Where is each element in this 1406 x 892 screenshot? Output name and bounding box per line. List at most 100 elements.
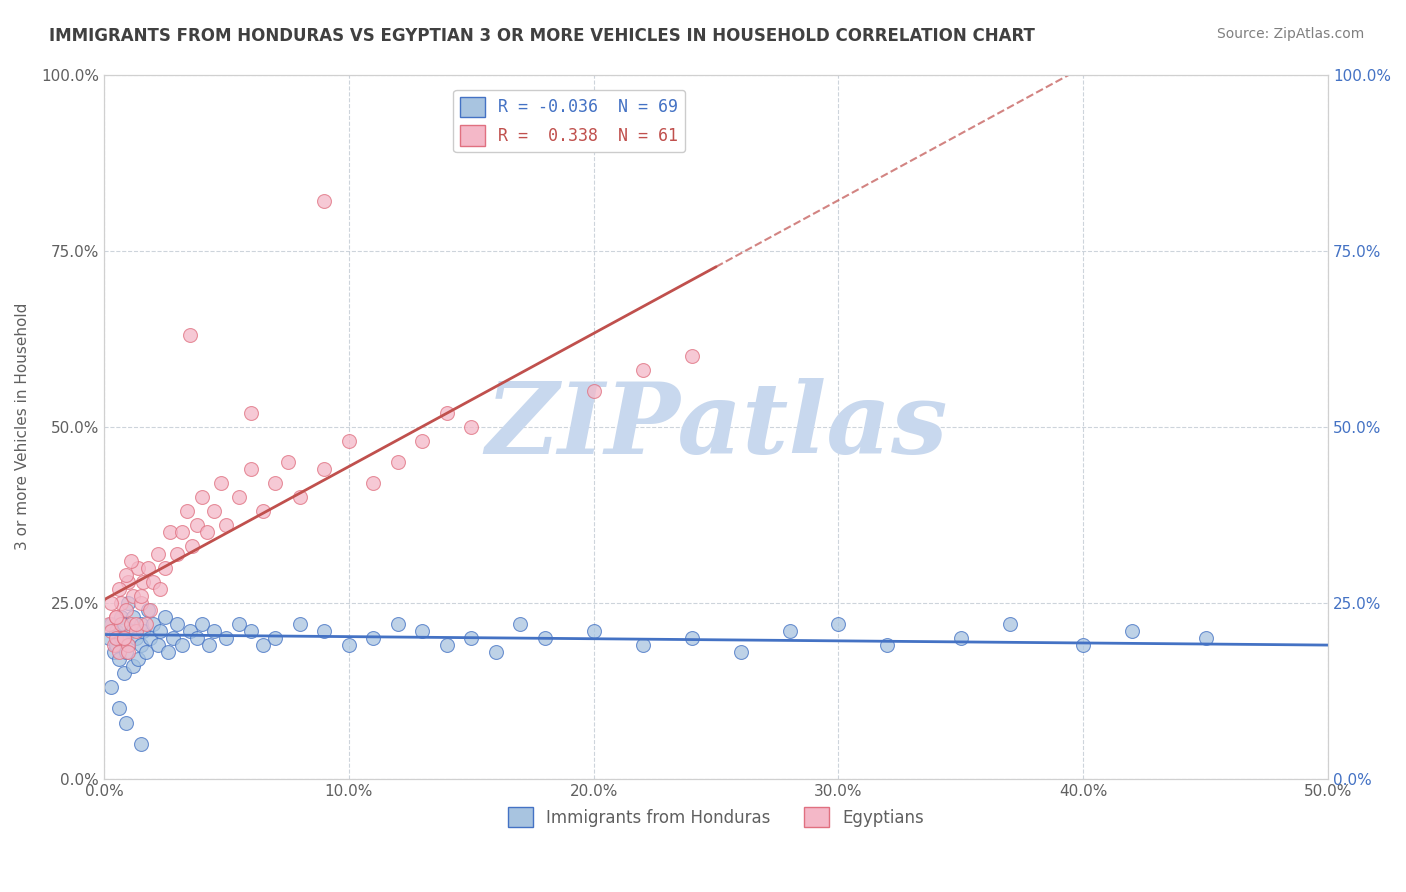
- Point: [115, 567, 138, 582]
- Point: [288, 490, 311, 504]
- Point: [485, 645, 508, 659]
- Point: [105, 610, 128, 624]
- Point: [228, 616, 250, 631]
- Point: [202, 624, 225, 638]
- Point: [191, 616, 214, 631]
- Point: [460, 419, 482, 434]
- Point: [172, 525, 194, 540]
- Point: [117, 638, 139, 652]
- Point: [115, 645, 138, 659]
- Point: [107, 652, 129, 666]
- Point: [110, 596, 132, 610]
- Point: [239, 624, 262, 638]
- Point: [135, 616, 157, 631]
- Point: [112, 616, 135, 631]
- Point: [411, 434, 433, 448]
- Point: [100, 681, 122, 695]
- Point: [156, 645, 179, 659]
- Point: [179, 624, 201, 638]
- Point: [122, 610, 145, 624]
- Point: [103, 638, 125, 652]
- Point: [117, 638, 139, 652]
- Point: [139, 603, 162, 617]
- Point: [110, 631, 132, 645]
- Point: [129, 737, 152, 751]
- Point: [125, 631, 148, 645]
- Point: [681, 349, 703, 363]
- Point: [100, 616, 122, 631]
- Point: [129, 638, 152, 652]
- Point: [127, 652, 149, 666]
- Text: Source: ZipAtlas.com: Source: ZipAtlas.com: [1216, 27, 1364, 41]
- Point: [314, 194, 336, 209]
- Point: [186, 518, 208, 533]
- Point: [361, 631, 384, 645]
- Point: [127, 560, 149, 574]
- Point: [215, 631, 238, 645]
- Point: [186, 631, 208, 645]
- Point: [132, 624, 155, 638]
- Point: [191, 490, 214, 504]
- Point: [252, 638, 274, 652]
- Point: [179, 328, 201, 343]
- Point: [277, 455, 299, 469]
- Point: [1121, 624, 1143, 638]
- Point: [239, 406, 262, 420]
- Point: [1071, 638, 1094, 652]
- Point: [153, 560, 176, 574]
- Point: [949, 631, 972, 645]
- Point: [166, 616, 188, 631]
- Point: [387, 616, 409, 631]
- Point: [115, 603, 138, 617]
- Point: [132, 574, 155, 589]
- Point: [387, 455, 409, 469]
- Point: [146, 638, 169, 652]
- Point: [105, 610, 128, 624]
- Y-axis label: 3 or more Vehicles in Household: 3 or more Vehicles in Household: [15, 303, 30, 550]
- Point: [136, 560, 159, 574]
- Point: [105, 638, 128, 652]
- Point: [110, 610, 132, 624]
- Point: [110, 616, 132, 631]
- Point: [533, 631, 555, 645]
- Point: [509, 616, 531, 631]
- Point: [337, 434, 360, 448]
- Text: ZIPatlas: ZIPatlas: [485, 378, 948, 475]
- Point: [100, 624, 122, 638]
- Point: [129, 616, 152, 631]
- Point: [314, 624, 336, 638]
- Point: [117, 596, 139, 610]
- Point: [107, 645, 129, 659]
- Point: [176, 504, 198, 518]
- Point: [97, 616, 120, 631]
- Point: [166, 547, 188, 561]
- Point: [211, 476, 233, 491]
- Point: [876, 638, 898, 652]
- Point: [998, 616, 1021, 631]
- Point: [105, 631, 128, 645]
- Point: [115, 715, 138, 730]
- Point: [129, 596, 152, 610]
- Point: [97, 631, 120, 645]
- Point: [149, 582, 172, 596]
- Point: [361, 476, 384, 491]
- Point: [195, 525, 218, 540]
- Point: [779, 624, 801, 638]
- Point: [681, 631, 703, 645]
- Point: [631, 363, 654, 377]
- Point: [202, 504, 225, 518]
- Point: [107, 582, 129, 596]
- Point: [460, 631, 482, 645]
- Point: [162, 631, 184, 645]
- Point: [1195, 631, 1218, 645]
- Point: [198, 638, 221, 652]
- Text: IMMIGRANTS FROM HONDURAS VS EGYPTIAN 3 OR MORE VEHICLES IN HOUSEHOLD CORRELATION: IMMIGRANTS FROM HONDURAS VS EGYPTIAN 3 O…: [49, 27, 1035, 45]
- Point: [122, 659, 145, 673]
- Point: [337, 638, 360, 652]
- Point: [100, 596, 122, 610]
- Point: [264, 476, 287, 491]
- Point: [181, 540, 204, 554]
- Point: [252, 504, 274, 518]
- Legend: Immigrants from Honduras, Egyptians: Immigrants from Honduras, Egyptians: [502, 800, 931, 834]
- Point: [125, 616, 148, 631]
